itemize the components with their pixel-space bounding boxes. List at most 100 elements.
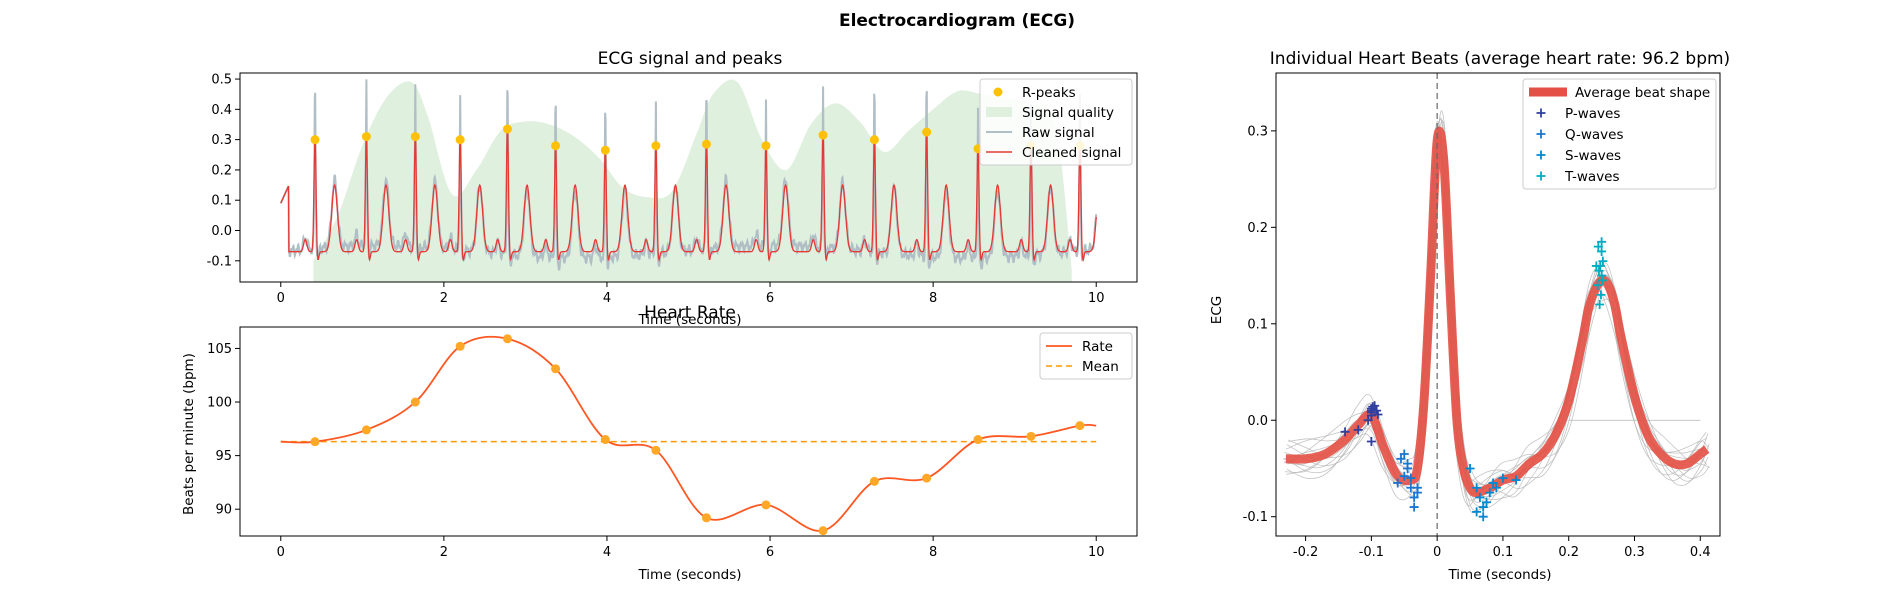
t-wave-marker <box>1594 266 1604 276</box>
legend-q-waves-label: Q-waves <box>1565 127 1624 143</box>
heart-rate-point <box>551 364 561 374</box>
ecg-signal-ytick-label: 0.1 <box>211 194 232 209</box>
q-wave-marker <box>1406 473 1416 483</box>
heart-rate-ytick-label: 100 <box>207 396 232 411</box>
ecg-signal-plot-area: 0 2 4 6 8 10 -0.1 0.0 0.1 0.2 0.3 0.4 0.5 R-peaks Sign… <box>207 72 1138 306</box>
legend-s-waves-label: S-waves <box>1565 148 1621 164</box>
t-wave-marker <box>1591 261 1601 271</box>
heart-rate-point <box>1026 431 1036 441</box>
r-peak-point <box>551 141 561 151</box>
heart-rate-legend <box>1039 332 1133 380</box>
heart-beats-xtick-label: 0 <box>1433 545 1441 560</box>
legend-s-waves-marker <box>1536 150 1546 160</box>
heart-beats-ytick-label: 0.1 <box>1247 317 1268 332</box>
heart-rate-axes-frame <box>239 326 1138 537</box>
ecg-signal-ytick-label: 0.0 <box>211 224 232 239</box>
heart-rate-point <box>455 341 465 351</box>
heart-beats-xtick-label: -0.2 <box>1293 545 1318 560</box>
legend-signal-quality-label: Signal quality <box>1022 105 1114 121</box>
legend-raw-signal-label: Raw signal <box>1022 125 1095 141</box>
legend-cleaned-signal-label: Cleaned signal <box>1022 145 1121 161</box>
ecg-signal-xtick-label: 4 <box>603 291 611 306</box>
heart-rate-xtick-label: 0 <box>277 545 285 560</box>
signal-quality-area <box>313 79 1072 282</box>
legend-average-beat-label: Average beat shape <box>1575 85 1710 101</box>
ecg-signal-axes-frame <box>239 72 1138 283</box>
p-wave-marker <box>1366 406 1376 416</box>
legend-t-waves-label: T-waves <box>1564 169 1620 185</box>
ecg-signal-xtick-label: 2 <box>440 291 448 306</box>
ecg-signal-ytick-label: 0.2 <box>211 163 232 178</box>
average-beat-line <box>1285 126 1710 498</box>
figure-title: Electrocardiogram (ECG) <box>839 11 1075 31</box>
heart-rate-point <box>410 397 420 407</box>
s-wave-marker <box>1511 475 1521 485</box>
r-peak-point <box>600 145 610 155</box>
legend-rate-label: Rate <box>1082 339 1113 355</box>
heart-rate-point <box>502 334 512 344</box>
r-peak-point <box>651 141 661 151</box>
heart-beats-ylabel: ECG <box>1209 296 1225 324</box>
s-wave-marker <box>1475 492 1485 502</box>
q-wave-marker <box>1396 454 1406 464</box>
r-peak-point <box>310 135 320 145</box>
t-wave-marker <box>1597 246 1607 256</box>
s-wave-marker <box>1485 488 1495 498</box>
ecg-signal-ytick-label: 0.5 <box>211 73 232 88</box>
heart-rate-point <box>973 435 983 445</box>
ecg-signal-panel: ECG signal and peaks 0 2 4 6 8 10 -0.1 0.0 0.1 0.… <box>207 49 1138 328</box>
cleaned-signal-line <box>280 128 1097 262</box>
heart-beats-legend <box>1522 78 1717 190</box>
ecg-signal-ytick-label: 0.4 <box>211 103 232 118</box>
heart-rate-point <box>651 445 661 455</box>
s-wave-marker <box>1481 497 1491 507</box>
t-wave-marker <box>1593 280 1603 290</box>
p-wave-marker <box>1353 425 1363 435</box>
s-wave-marker <box>1478 512 1488 522</box>
individual-beat-line <box>1283 139 1705 512</box>
p-wave-marker <box>1373 409 1383 419</box>
q-wave-marker <box>1409 502 1419 512</box>
heart-beats-ytick-label: 0.3 <box>1247 124 1268 139</box>
heart-beats-title: Individual Heart Beats (average heart ra… <box>1270 49 1730 69</box>
t-wave-marker <box>1593 242 1603 252</box>
heart-rate-ytick-label: 105 <box>207 342 232 357</box>
heart-rate-point <box>1075 421 1085 431</box>
heart-rate-point <box>818 526 828 536</box>
heart-rate-point <box>310 437 320 447</box>
p-wave-marker <box>1363 415 1373 425</box>
legend-p-waves-marker <box>1536 108 1546 118</box>
q-wave-marker <box>1393 478 1403 488</box>
heart-rate-point <box>361 425 371 435</box>
ecg-signal-xlabel: Time (seconds) <box>637 312 741 328</box>
heart-beats-xlabel: Time (seconds) <box>1447 567 1551 583</box>
heart-rate-line <box>280 335 1097 532</box>
ecg-signal-ytick-label: -0.1 <box>207 254 232 269</box>
heart-rate-xtick-label: 4 <box>603 545 611 560</box>
legend-q-waves-marker <box>1536 129 1546 139</box>
heart-rate-title: Heart Rate <box>644 303 736 323</box>
heart-rate-point <box>701 513 711 523</box>
s-wave-marker <box>1478 502 1488 512</box>
r-peak-point <box>869 135 879 145</box>
p-wave-marker <box>1366 436 1376 446</box>
legend-r-peaks-marker <box>993 87 1003 97</box>
heart-beats-xtick-label: 0.1 <box>1493 545 1514 560</box>
heart-rate-ytick-label: 90 <box>215 503 232 518</box>
p-wave-marker <box>1340 427 1350 437</box>
r-peak-point <box>361 132 371 142</box>
r-peak-point <box>818 130 828 140</box>
heart-rate-point <box>869 476 879 486</box>
ecg-signal-title: ECG signal and peaks <box>598 49 783 69</box>
heart-rate-xtick-label: 10 <box>1088 545 1105 560</box>
q-wave-marker <box>1409 492 1419 502</box>
ecg-signal-legend <box>979 78 1133 166</box>
t-wave-marker <box>1597 275 1607 285</box>
s-wave-marker <box>1472 507 1482 517</box>
heart-rate-xlabel: Time (seconds) <box>637 567 741 583</box>
r-peak-point <box>922 127 932 137</box>
heart-rate-point <box>761 500 771 510</box>
legend-mean-label: Mean <box>1082 359 1119 375</box>
heart-rate-plot-area: 0 2 4 6 8 10 90 95 100 105 Rate Mean <box>207 326 1138 560</box>
